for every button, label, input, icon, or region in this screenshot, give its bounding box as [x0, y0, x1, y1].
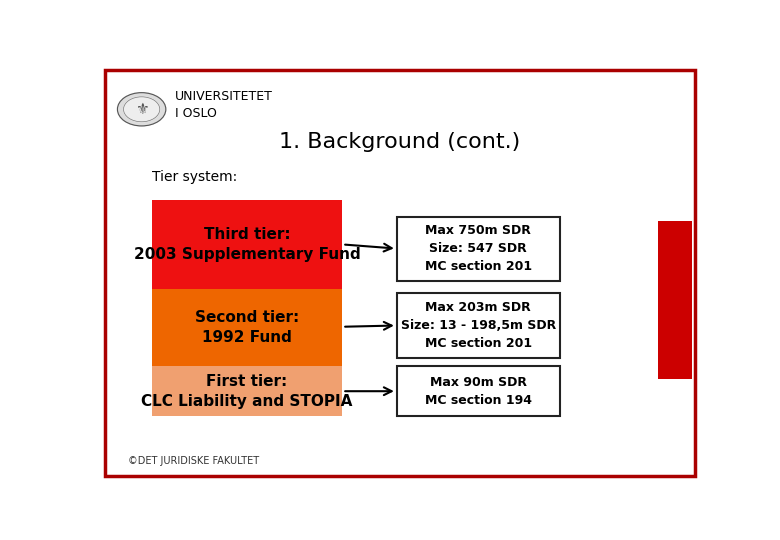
Text: ⚜: ⚜	[135, 102, 148, 117]
Text: First tier:
CLC Liability and STOPIA: First tier: CLC Liability and STOPIA	[141, 374, 353, 409]
Bar	[397, 217, 560, 281]
Text: UNIVERSITETET
I OSLO: UNIVERSITETET I OSLO	[175, 90, 273, 120]
Bar	[397, 294, 560, 358]
Text: Third tier:
2003 Supplementary Fund: Third tier: 2003 Supplementary Fund	[133, 227, 360, 262]
Bar	[397, 366, 560, 416]
Bar	[152, 289, 342, 366]
Bar	[658, 221, 692, 379]
Circle shape	[123, 97, 160, 122]
Text: Second tier:
1992 Fund: Second tier: 1992 Fund	[195, 310, 300, 345]
Text: ©DET JURIDISKE FAKULTET: ©DET JURIDISKE FAKULTET	[128, 456, 259, 466]
Circle shape	[118, 93, 166, 126]
Text: Max 750m SDR
Size: 547 SDR
MC section 201: Max 750m SDR Size: 547 SDR MC section 20…	[425, 224, 532, 273]
Text: Tier system:: Tier system:	[152, 170, 237, 184]
Text: Max 90m SDR
MC section 194: Max 90m SDR MC section 194	[425, 376, 532, 407]
Bar	[152, 366, 342, 416]
Bar	[152, 200, 342, 289]
Text: Max 203m SDR
Size: 13 - 198,5m SDR
MC section 201: Max 203m SDR Size: 13 - 198,5m SDR MC se…	[401, 301, 556, 350]
Text: 1. Background (cont.): 1. Background (cont.)	[279, 132, 520, 152]
